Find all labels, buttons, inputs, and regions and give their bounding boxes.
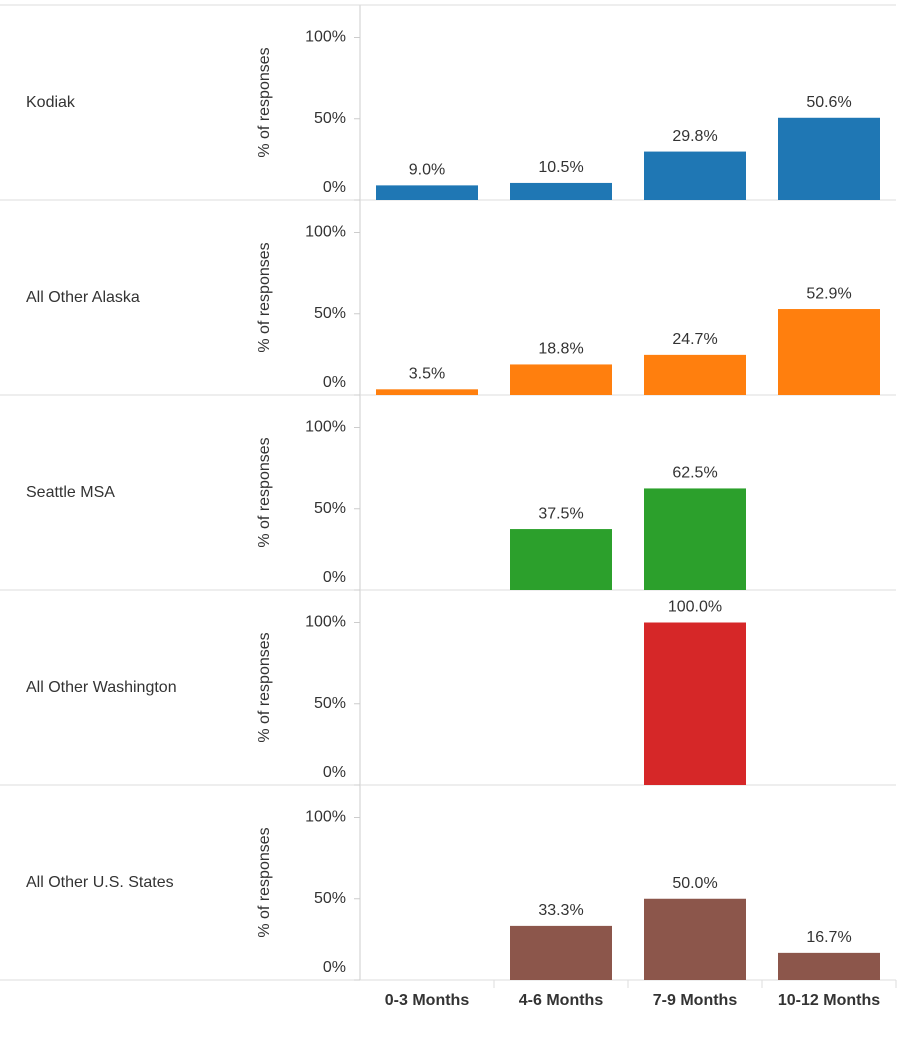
bar bbox=[510, 364, 612, 395]
y-tick-label: 50% bbox=[314, 890, 346, 907]
y-tick-label: 0% bbox=[323, 374, 346, 391]
x-tick-label: 0-3 Months bbox=[384, 992, 470, 1009]
value-label: 52.9% bbox=[806, 285, 851, 302]
y-axis-title: % of responses bbox=[256, 242, 273, 352]
value-label: 37.5% bbox=[538, 505, 583, 522]
value-label: 62.5% bbox=[672, 465, 717, 482]
y-axis-title: % of responses bbox=[256, 827, 273, 937]
value-label: 3.5% bbox=[409, 366, 445, 383]
y-tick-label: 100% bbox=[305, 29, 346, 46]
bar bbox=[644, 622, 746, 785]
y-tick-label: 0% bbox=[323, 959, 346, 976]
row-title: All Other Alaska bbox=[26, 288, 140, 306]
value-label: 50.6% bbox=[806, 94, 851, 111]
y-tick-label: 50% bbox=[314, 305, 346, 322]
bar bbox=[510, 182, 612, 200]
value-label: 9.0% bbox=[409, 162, 445, 179]
y-tick-label: 0% bbox=[323, 764, 346, 781]
row-title: Kodiak bbox=[26, 93, 75, 111]
bar bbox=[778, 117, 880, 200]
x-tick-label: 10-12 Months bbox=[777, 992, 881, 1009]
y-axis-title: % of responses bbox=[256, 437, 273, 547]
y-tick-label: 0% bbox=[323, 569, 346, 586]
x-tick-label: 4-6 Months bbox=[518, 992, 604, 1009]
value-label: 16.7% bbox=[806, 929, 851, 946]
bar bbox=[644, 488, 746, 590]
bar bbox=[510, 529, 612, 590]
y-tick-label: 100% bbox=[305, 224, 346, 241]
y-tick-label: 0% bbox=[323, 179, 346, 196]
value-label: 33.3% bbox=[538, 902, 583, 919]
y-tick-label: 50% bbox=[314, 500, 346, 517]
y-axis-title: % of responses bbox=[256, 632, 273, 742]
value-label: 18.8% bbox=[538, 341, 583, 358]
bar bbox=[644, 354, 746, 395]
x-tick-label: 7-9 Months bbox=[652, 992, 738, 1009]
y-axis-title: % of responses bbox=[256, 47, 273, 157]
value-label: 100.0% bbox=[668, 599, 722, 616]
row-title: Seattle MSA bbox=[26, 483, 115, 501]
bar bbox=[510, 925, 612, 980]
bar bbox=[644, 898, 746, 980]
y-tick-label: 100% bbox=[305, 809, 346, 826]
bar bbox=[644, 151, 746, 200]
value-label: 50.0% bbox=[672, 875, 717, 892]
bar bbox=[376, 185, 478, 200]
y-tick-label: 50% bbox=[314, 695, 346, 712]
bar bbox=[376, 389, 478, 395]
row-title: All Other U.S. States bbox=[26, 873, 174, 891]
y-tick-label: 100% bbox=[305, 419, 346, 436]
value-label: 10.5% bbox=[538, 159, 583, 176]
bar bbox=[778, 952, 880, 980]
bar bbox=[778, 309, 880, 395]
y-tick-label: 50% bbox=[314, 110, 346, 127]
value-label: 24.7% bbox=[672, 331, 717, 348]
y-tick-label: 100% bbox=[305, 614, 346, 631]
row-title: All Other Washington bbox=[26, 678, 177, 696]
value-label: 29.8% bbox=[672, 128, 717, 145]
